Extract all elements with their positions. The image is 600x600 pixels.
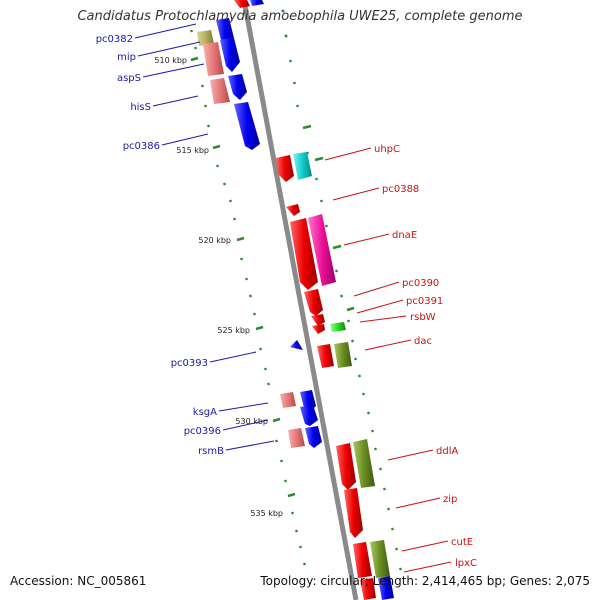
- label-lpxC[interactable]: lpxC: [455, 558, 477, 569]
- gene-small-top[interactable]: [216, 18, 234, 40]
- genome-backbone: [241, 0, 359, 600]
- tick-label-510: 510 kbp: [154, 56, 187, 65]
- gene-mip[interactable]: [203, 42, 224, 76]
- gene-uhpC[interactable]: [276, 155, 294, 182]
- label-ddlA[interactable]: ddlA: [436, 446, 458, 457]
- gene-pc0391[interactable]: [311, 314, 325, 326]
- gene-uhpC-b[interactable]: [293, 152, 312, 180]
- label-hisS[interactable]: hisS: [130, 102, 151, 113]
- gene-rsmB[interactable]: [288, 428, 305, 448]
- label-ksgA[interactable]: ksgA: [193, 407, 217, 418]
- gene-ddlA-b[interactable]: [353, 439, 375, 488]
- gene-dnaE[interactable]: [290, 218, 318, 290]
- gene-dac-b[interactable]: [334, 342, 352, 368]
- gene-pc0390[interactable]: [304, 289, 323, 316]
- inner-tick-track: [189, 29, 307, 566]
- label-leaders-left: [134, 23, 275, 451]
- gene-aspS-b[interactable]: [228, 74, 247, 100]
- tick-label-515: 515 kbp: [176, 146, 209, 155]
- label-pc0390[interactable]: pc0390: [402, 278, 439, 289]
- label-cutE[interactable]: cutE: [451, 537, 473, 548]
- gene-dnaE-b[interactable]: [308, 214, 336, 286]
- gene-cutE-b[interactable]: [370, 540, 390, 578]
- label-mip[interactable]: mip: [117, 52, 136, 63]
- gene-dac[interactable]: [317, 344, 334, 368]
- label-pc0386[interactable]: pc0386: [123, 141, 160, 152]
- gene-cutE[interactable]: [353, 542, 372, 578]
- label-rsbW[interactable]: rsbW: [410, 312, 436, 323]
- label-dnaE[interactable]: dnaE: [392, 230, 417, 241]
- label-aspS[interactable]: aspS: [117, 73, 141, 84]
- gene-mip-b[interactable]: [220, 38, 240, 72]
- gene-lpxC-b[interactable]: [378, 576, 394, 600]
- topology-text: Topology: circular; Length: 2,414,465 bp…: [260, 574, 590, 588]
- gene-top-blue[interactable]: [250, 0, 264, 6]
- gene-features-right: [276, 152, 394, 600]
- gene-ddlA[interactable]: [336, 443, 356, 490]
- gene-pc0388[interactable]: [286, 204, 300, 216]
- tick-label-530: 530 kbp: [235, 417, 268, 426]
- gene-pc0393[interactable]: [290, 340, 303, 350]
- gene-rsbW[interactable]: [312, 324, 325, 334]
- label-pc0393[interactable]: pc0393: [171, 358, 208, 369]
- gene-features-left: [197, 0, 322, 448]
- gene-zip[interactable]: [344, 488, 363, 538]
- gene-hisS[interactable]: [234, 102, 260, 150]
- gene-rsbW-b[interactable]: [330, 322, 346, 332]
- gene-top-red[interactable]: [234, 0, 250, 8]
- accession-text: Accession: NC_005861: [10, 574, 147, 588]
- label-uhpC[interactable]: uhpC: [374, 144, 400, 155]
- gene-ksgA[interactable]: [280, 392, 296, 408]
- tick-label-520: 520 kbp: [198, 236, 231, 245]
- label-zip[interactable]: zip: [443, 494, 457, 505]
- tick-label-535: 535 kbp: [250, 509, 283, 518]
- gene-pc0382[interactable]: [197, 30, 214, 46]
- label-pc0388[interactable]: pc0388: [382, 184, 419, 195]
- tick-label-525: 525 kbp: [217, 326, 250, 335]
- outer-tick-track: [281, 9, 403, 571]
- label-rsmB[interactable]: rsmB: [198, 446, 224, 457]
- label-pc0396[interactable]: pc0396: [184, 426, 221, 437]
- gene-rsmB-b[interactable]: [305, 426, 322, 448]
- label-leaders-right: [324, 147, 452, 573]
- label-dac[interactable]: dac: [414, 336, 432, 347]
- map-title: Candidatus Protochlamydia amoebophila UW…: [77, 9, 523, 24]
- label-pc0391[interactable]: pc0391: [406, 296, 443, 307]
- gene-aspS[interactable]: [210, 78, 230, 104]
- gene-lpxC[interactable]: [360, 578, 376, 600]
- gene-pc0396[interactable]: [300, 405, 318, 426]
- label-pc0382[interactable]: pc0382: [96, 34, 133, 45]
